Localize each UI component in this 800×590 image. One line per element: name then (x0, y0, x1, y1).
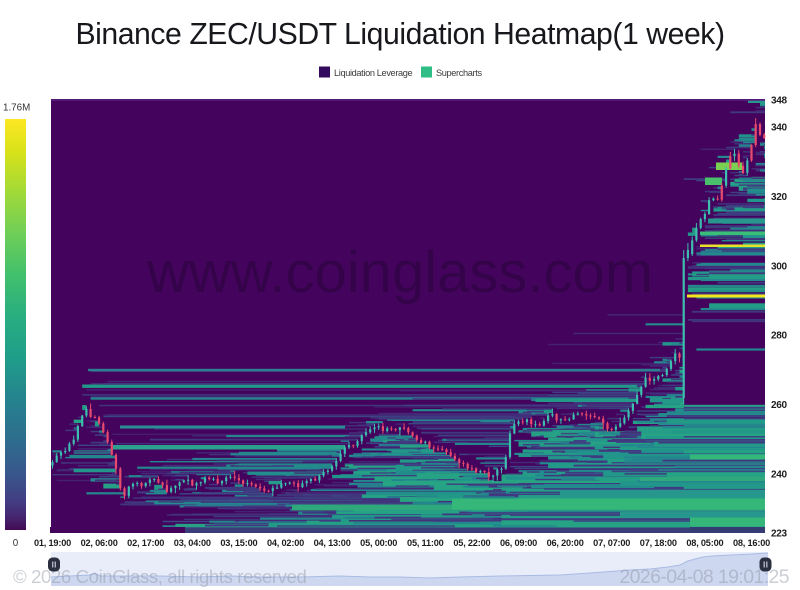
svg-text:05, 00:00: 05, 00:00 (360, 538, 397, 548)
svg-text:340: 340 (771, 122, 788, 133)
svg-text:07, 18:00: 07, 18:00 (640, 538, 677, 548)
svg-text:240: 240 (771, 470, 788, 481)
svg-text:280: 280 (771, 331, 788, 342)
svg-text:08, 16:00: 08, 16:00 (733, 538, 770, 548)
svg-text:© 2026 CoinGlass, all rights r: © 2026 CoinGlass, all rights reserved (13, 566, 306, 587)
svg-text:03, 04:00: 03, 04:00 (174, 538, 211, 548)
svg-text:223: 223 (771, 529, 788, 540)
svg-text:320: 320 (771, 192, 788, 203)
svg-text:www.coinglass.com: www.coinglass.com (146, 240, 653, 305)
svg-text:1.76M: 1.76M (3, 103, 30, 114)
svg-text:2026-04-08 19:01:25: 2026-04-08 19:01:25 (619, 566, 789, 588)
svg-text:0: 0 (13, 538, 19, 549)
svg-text:06, 09:00: 06, 09:00 (500, 538, 537, 548)
svg-text:08, 05:00: 08, 05:00 (686, 538, 723, 548)
svg-text:260: 260 (771, 400, 788, 411)
svg-text:Binance ZEC/USDT Liquidation H: Binance ZEC/USDT Liquidation Heatmap(1 w… (75, 18, 724, 51)
svg-text:06, 20:00: 06, 20:00 (547, 538, 584, 548)
svg-text:04, 13:00: 04, 13:00 (314, 538, 351, 548)
svg-text:01, 19:00: 01, 19:00 (34, 538, 71, 548)
svg-text:04, 02:00: 04, 02:00 (267, 538, 304, 548)
svg-text:348: 348 (771, 96, 788, 107)
svg-text:05, 11:00: 05, 11:00 (407, 538, 444, 548)
svg-text:Liquidation Leverage: Liquidation Leverage (334, 68, 413, 78)
svg-text:03, 15:00: 03, 15:00 (220, 538, 257, 548)
svg-text:05, 22:00: 05, 22:00 (453, 538, 490, 548)
svg-text:300: 300 (771, 261, 788, 272)
svg-text:07, 07:00: 07, 07:00 (593, 538, 630, 548)
svg-text:02, 06:00: 02, 06:00 (81, 538, 118, 548)
svg-text:02, 17:00: 02, 17:00 (127, 538, 164, 548)
svg-text:Supercharts: Supercharts (436, 68, 482, 78)
